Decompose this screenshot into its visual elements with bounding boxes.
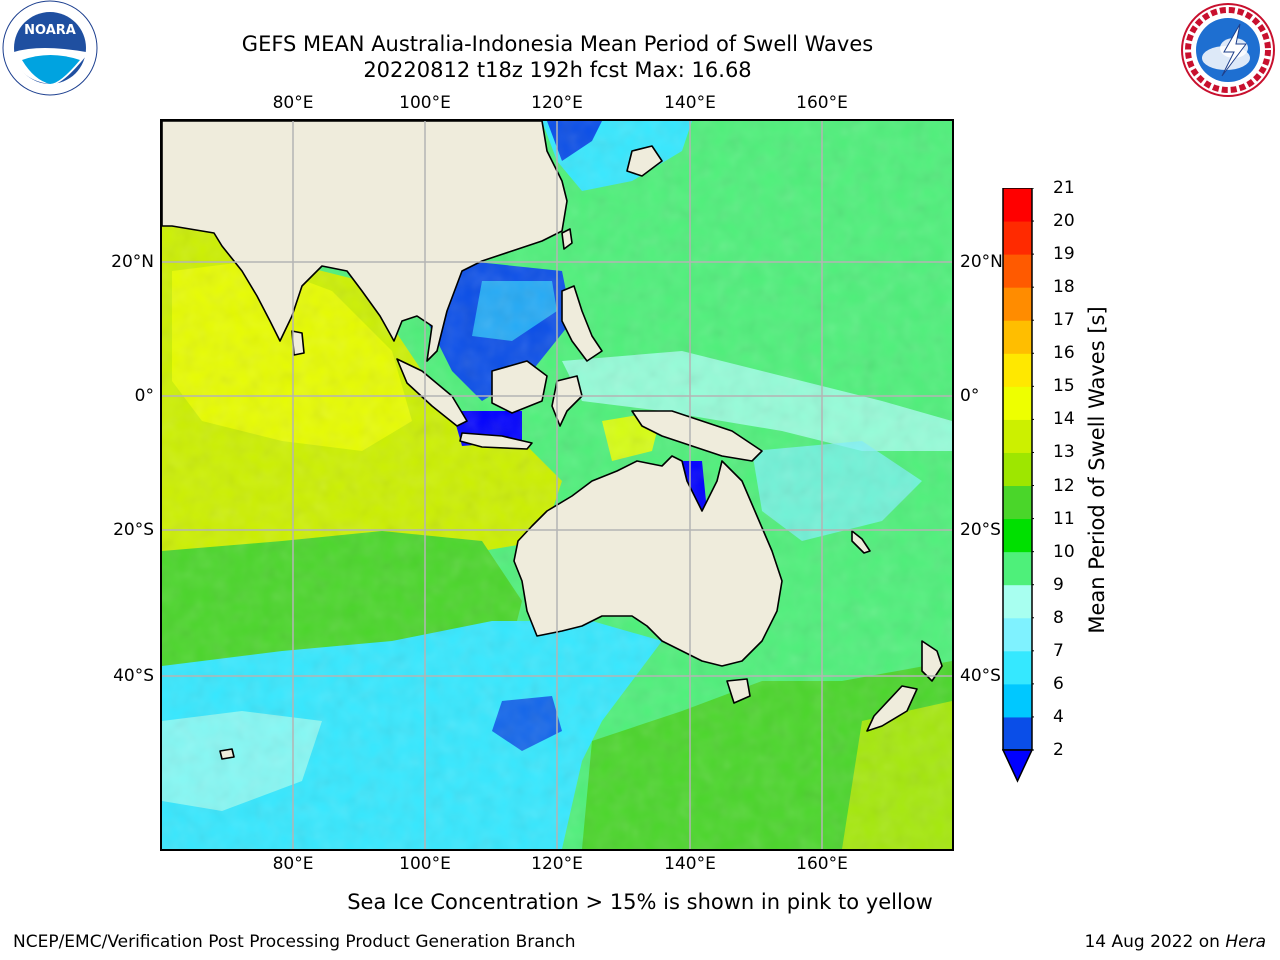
colorbar-tick-label: 6 — [1053, 673, 1064, 694]
lat-tick-right: 20°S — [960, 520, 1001, 540]
colorbar-label: Mean Period of Swell Waves [s] — [1085, 306, 1109, 634]
swell-period-map — [162, 121, 952, 849]
lon-tick-bottom: 100°E — [399, 854, 451, 874]
lat-tick-left: 40°S — [113, 666, 154, 686]
colorbar-tick-label: 20 — [1053, 211, 1075, 232]
colorbar-tick-label: 4 — [1053, 706, 1064, 727]
colorbar-tick-label: 16 — [1053, 343, 1075, 364]
colorbar-tick-label: 7 — [1053, 640, 1064, 661]
colorbar-tick-label: 18 — [1053, 277, 1075, 298]
colorbar-segment — [1003, 551, 1032, 586]
borneo-landmass — [491, 360, 548, 414]
lat-tick-right: 40°S — [960, 666, 1001, 686]
colorbar-tick-label: 13 — [1053, 442, 1075, 463]
japan-landmass — [626, 145, 663, 177]
colorbar — [1001, 187, 1034, 783]
lon-tick-top: 140°E — [664, 93, 716, 113]
colorbar-tick-label: 14 — [1053, 409, 1075, 430]
sri-lanka-landmass — [291, 330, 305, 356]
sea-ice-note: Sea Ice Concentration > 15% is shown in … — [347, 890, 933, 914]
nws-logo — [1178, 0, 1278, 100]
philippines-landmass — [561, 285, 603, 362]
colorbar-segment — [1003, 353, 1032, 387]
lon-tick-top: 120°E — [531, 93, 583, 113]
lon-tick-top: 100°E — [399, 93, 451, 113]
colorbar-tick-label: 10 — [1053, 541, 1075, 562]
sumatra-landmass — [396, 358, 468, 427]
colorbar-segment — [1003, 188, 1032, 222]
colorbar-tick-label: 2 — [1053, 740, 1064, 760]
kerguelen-landmass — [219, 748, 235, 760]
lat-tick-right: 0° — [960, 386, 980, 406]
colorbar-segment — [1003, 716, 1032, 751]
new-caledonia-landmass — [851, 530, 871, 554]
lon-tick-bottom: 160°E — [796, 854, 848, 874]
colorbar-tick-label: 19 — [1053, 244, 1075, 265]
colorbar-segment — [1003, 584, 1032, 619]
colorbar-tick-label: 21 — [1053, 178, 1075, 198]
lat-tick-left: 20°S — [113, 520, 154, 540]
lon-tick-bottom: 80°E — [272, 854, 314, 874]
java-landmass — [459, 432, 533, 450]
lon-tick-bottom: 140°E — [664, 854, 716, 874]
new-guinea-landmass — [631, 410, 763, 462]
colorbar-segment — [1003, 320, 1032, 354]
colorbar-under-triangle — [1001, 749, 1034, 783]
colorbar-tick-label: 17 — [1053, 310, 1075, 331]
noaa-logo-text: NOARA — [24, 23, 76, 38]
graticule — [162, 121, 952, 849]
credit-text: NCEP/EMC/Verification Post Processing Pr… — [13, 932, 576, 952]
colorbar-tick-label: 9 — [1053, 574, 1064, 595]
colorbar-tick-label: 12 — [1053, 475, 1075, 496]
colorbar-segment — [1003, 683, 1032, 718]
colorbar-segment — [1003, 650, 1032, 685]
host-name: Hera — [1225, 932, 1266, 952]
colorbar-segment — [1003, 287, 1032, 321]
colorbar-segment — [1003, 221, 1032, 255]
lon-tick-top: 80°E — [272, 93, 314, 113]
new-zealand-north-landmass — [921, 640, 943, 682]
colorbar-gradient — [1001, 187, 1034, 783]
lat-tick-left: 0° — [134, 386, 154, 406]
title-line-2: 20220812 t18z 192h fcst Max: 16.68 — [363, 58, 752, 82]
lat-tick-left: 20°N — [111, 252, 154, 272]
colorbar-segment — [1003, 518, 1032, 553]
colorbar-segment — [1003, 617, 1032, 652]
lon-tick-bottom: 120°E — [531, 854, 583, 874]
title-line-1: GEFS MEAN Australia-Indonesia Mean Perio… — [241, 32, 874, 56]
colorbar-tick-label: 11 — [1053, 508, 1075, 529]
colorbar-segment — [1003, 254, 1032, 288]
date-stamp: 14 Aug 2022 on Hera — [1084, 932, 1266, 952]
colorbar-tick-label: 15 — [1053, 376, 1075, 397]
colorbar-segment — [1003, 485, 1032, 520]
lat-tick-right: 20°N — [960, 252, 1003, 272]
asia-landmass — [162, 121, 568, 362]
noaa-logo: NOARA — [0, 0, 104, 100]
new-zealand-south-landmass — [866, 685, 918, 732]
colorbar-segment — [1003, 386, 1032, 420]
sulawesi-landmass — [551, 375, 583, 427]
lon-tick-top: 160°E — [796, 93, 848, 113]
tasmania-landmass — [726, 678, 751, 704]
colorbar-segment — [1003, 452, 1032, 487]
date-text: 14 Aug 2022 on — [1084, 932, 1226, 952]
taiwan-landmass — [561, 228, 573, 250]
colorbar-tick-label: 8 — [1053, 607, 1064, 628]
land-masses — [162, 121, 943, 760]
map-panel — [160, 119, 954, 851]
australia-landmass — [513, 455, 783, 667]
colorbar-segment — [1003, 419, 1032, 453]
